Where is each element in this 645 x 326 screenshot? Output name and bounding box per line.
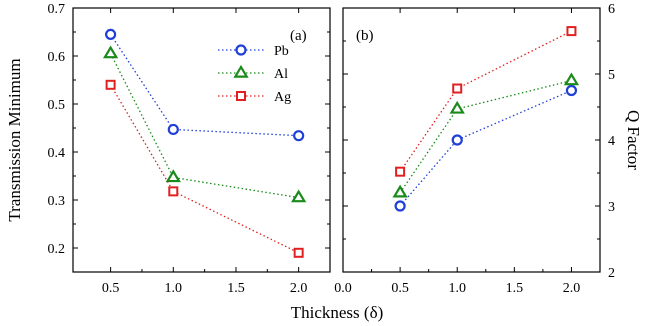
data-point-pb bbox=[394, 200, 406, 212]
legend-label: Pb bbox=[274, 44, 289, 59]
data-point-ag bbox=[395, 166, 406, 177]
series-line-al bbox=[399, 79, 572, 194]
data-point-ag bbox=[105, 79, 116, 90]
y-tick-label: 0.5 bbox=[48, 98, 66, 113]
data-point-pb bbox=[167, 123, 179, 136]
data-point-pb bbox=[105, 28, 117, 41]
legend-label: Al bbox=[274, 67, 288, 82]
y-tick-label: 0.6 bbox=[48, 50, 66, 65]
panel-b: 0.0 0.5 1.0 1.5 2.0 2 3 4 5 6 Q Factor (b) bbox=[334, 2, 643, 296]
data-point-ag bbox=[293, 247, 304, 258]
y-tick-label: 0.3 bbox=[48, 194, 66, 209]
y-axis-title: Transmission Minimum bbox=[5, 58, 24, 221]
data-point-al bbox=[392, 184, 408, 198]
panel-a: 0.5 1.0 1.5 2.0 0.2 0.3 0.4 0.5 0.6 0.7 Transmissi… bbox=[5, 2, 331, 296]
data-point-al bbox=[449, 100, 465, 114]
x-tick-label: 2.0 bbox=[563, 281, 581, 296]
series-line-ag bbox=[399, 30, 572, 173]
data-point-ag bbox=[452, 83, 463, 94]
data-point-al bbox=[102, 45, 119, 59]
y-tick-label: 6 bbox=[608, 2, 615, 17]
data-point-pb bbox=[565, 84, 578, 97]
x-tick-label: 1.0 bbox=[165, 281, 183, 296]
x-tick-label: 0.5 bbox=[102, 281, 120, 296]
legend-marker bbox=[235, 44, 247, 56]
y-tick-label: 0.7 bbox=[48, 2, 66, 17]
panel-label: (b) bbox=[356, 28, 374, 44]
x-tick-label: 0.0 bbox=[334, 281, 352, 296]
legend-label: Ag bbox=[274, 90, 291, 105]
data-point-pb bbox=[293, 130, 305, 142]
data-point-ag bbox=[168, 186, 179, 197]
x-tick-label: 1.5 bbox=[506, 281, 524, 296]
x-axis-title: Thickness (δ) bbox=[291, 303, 384, 322]
data-point-al bbox=[291, 189, 307, 203]
legend-marker bbox=[233, 64, 249, 78]
legend-marker bbox=[236, 91, 246, 101]
y-tick-label: 5 bbox=[608, 68, 615, 83]
data-point-al bbox=[165, 169, 181, 183]
data-point-pb bbox=[451, 134, 463, 146]
series-line-pb bbox=[110, 34, 299, 137]
x-tick-label: 2.0 bbox=[290, 281, 308, 296]
y-tick-label: 2 bbox=[608, 266, 615, 281]
series-line-al bbox=[110, 53, 299, 199]
y-tick-label: 0.2 bbox=[48, 242, 66, 257]
y-tick-label: 4 bbox=[608, 134, 615, 149]
series-line-ag bbox=[110, 84, 299, 254]
data-point-al bbox=[563, 72, 580, 86]
plot-frame bbox=[72, 7, 331, 273]
panel-label: (a) bbox=[290, 28, 307, 44]
y-tick-label: 3 bbox=[608, 200, 615, 215]
y-tick-label: 0.4 bbox=[48, 146, 66, 161]
y-axis-title: Q Factor bbox=[624, 110, 643, 170]
series-line-pb bbox=[399, 89, 572, 207]
x-tick-label: 1.5 bbox=[227, 281, 245, 296]
plot-frame bbox=[342, 7, 601, 273]
x-tick-label: 0.5 bbox=[391, 281, 409, 296]
x-tick-label: 1.0 bbox=[448, 281, 466, 296]
data-point-ag bbox=[566, 26, 577, 37]
